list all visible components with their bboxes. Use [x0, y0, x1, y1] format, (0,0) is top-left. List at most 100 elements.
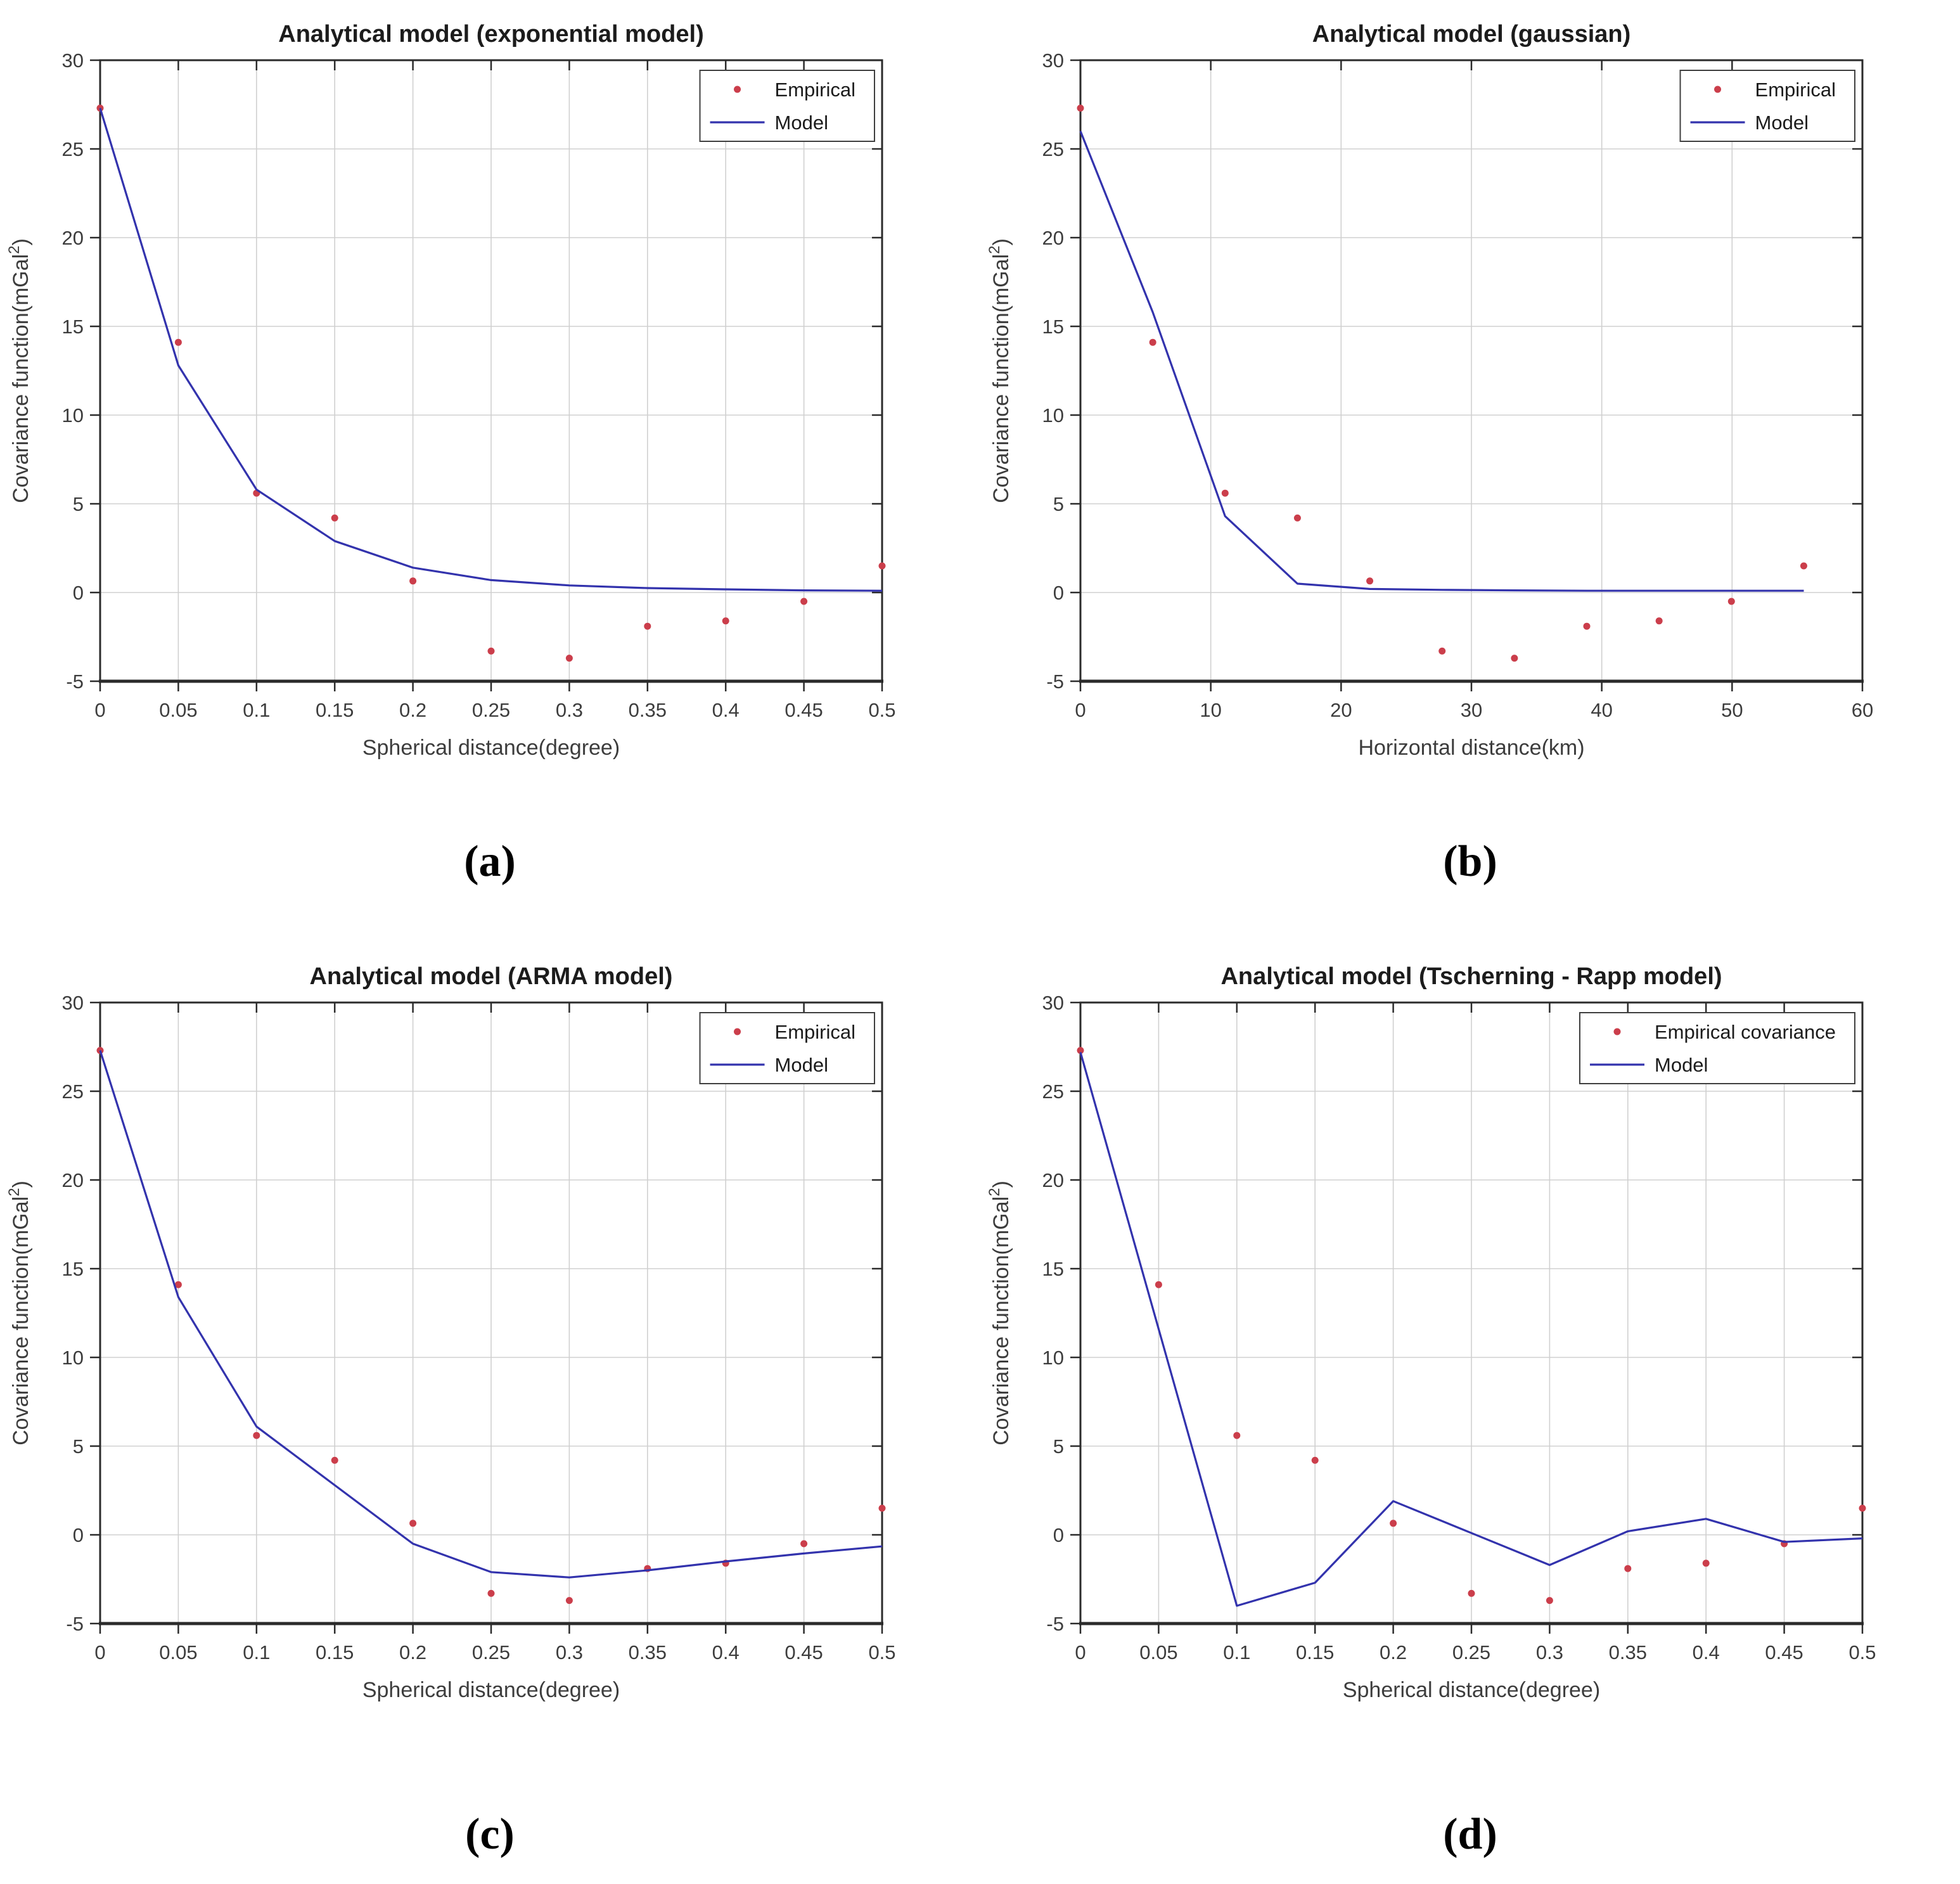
caption-b: (b) [1443, 837, 1497, 886]
x-tick-label: 0.5 [868, 1641, 895, 1663]
empirical-point [565, 1597, 573, 1605]
x-tick-label: 10 [1200, 699, 1221, 721]
x-tick-label: 0.1 [1223, 1641, 1250, 1663]
y-tick-label: 30 [1042, 49, 1064, 72]
y-tick-label: 10 [62, 1347, 84, 1369]
x-tick-label: 0 [1075, 1641, 1086, 1663]
y-tick-label: 5 [73, 1435, 84, 1458]
panel-d: -5 0 5 10 15 20 25 30 0 0.05 0.1 0.15 0.2 0.25 0.3 0.35… [980, 942, 1960, 1884]
empirical-point [174, 338, 182, 346]
empirical-point [800, 598, 808, 605]
x-tick-label: 0.25 [472, 699, 510, 721]
y-tick-label: 30 [1042, 992, 1064, 1014]
x-tick-label: 0.25 [1452, 1641, 1490, 1663]
empirical-point [878, 1504, 886, 1512]
empirical-point [1511, 655, 1518, 662]
legend-box [699, 70, 875, 142]
empirical-point [1727, 598, 1735, 605]
y-tick-label: 5 [1053, 493, 1064, 515]
x-tick-label: 0.4 [1693, 1641, 1720, 1663]
x-tick-label: 40 [1591, 699, 1612, 721]
y-tick-label: 5 [73, 493, 84, 515]
chart-b-canvas: -5 0 5 10 15 20 25 30 0 10 20 30 40 50 60 Analytical mo… [980, 0, 1960, 798]
chart-title: Analytical model (exponential model) [278, 21, 703, 48]
legend-entry-label: Empirical covariance [1655, 1021, 1836, 1043]
y-tick-label: -5 [1046, 670, 1064, 693]
model-line [99, 108, 883, 592]
empirical-point [331, 514, 338, 522]
chart-d-canvas: -5 0 5 10 15 20 25 30 0 0.05 0.1 0.15 0.2 0.25 0.3 0.35… [980, 942, 1960, 1741]
x-tick-label: 50 [1721, 699, 1743, 721]
x-tick-label: 0.15 [1296, 1641, 1334, 1663]
empirical-point [487, 647, 495, 655]
chart-c-canvas: -5 0 5 10 15 20 25 30 0 0.05 0.1 0.15 0.2 0.25 0.3 0.35… [0, 942, 980, 1741]
empirical-point [1624, 1565, 1632, 1572]
y-tick-label: -5 [66, 670, 84, 693]
x-tick-label: 60 [1852, 699, 1873, 721]
y-tick-label: 30 [62, 992, 84, 1014]
legend-entry-label: Empirical [1755, 79, 1836, 101]
chart-a-canvas: -5 0 5 10 15 20 25 30 0 0.05 0.1 0.15 0.2 0.25 0.3 0.35… [0, 0, 980, 798]
empirical-point [1149, 338, 1156, 346]
empirical-point [331, 1456, 338, 1464]
empirical-point [409, 577, 417, 585]
panel-a: -5 0 5 10 15 20 25 30 0 0.05 0.1 0.15 0.2 0.25 0.3 0.35… [0, 0, 980, 942]
legend-entry-label: Empirical [775, 1021, 855, 1043]
legend-entry-label: Model [1755, 112, 1809, 134]
legend-dot-marker [734, 86, 741, 93]
x-tick-label: 0.45 [1765, 1641, 1803, 1663]
empirical-point [1655, 617, 1663, 625]
empirical-point [409, 1520, 417, 1527]
legend-dot-marker [1613, 1028, 1621, 1035]
empirical-point [1077, 105, 1084, 112]
x-tick-label: 0.05 [159, 1641, 197, 1663]
x-tick-label: 0.05 [159, 699, 197, 721]
y-tick-label: 15 [1042, 316, 1064, 338]
x-tick-label: 0.45 [785, 699, 823, 721]
y-tick-label: 25 [1042, 1080, 1064, 1103]
model-line [1079, 1051, 1863, 1607]
x-axis-label: Horizontal distance(km) [1358, 736, 1584, 760]
empirical-point [644, 622, 651, 630]
y-tick-label: 25 [62, 138, 84, 160]
x-tick-label: 0 [94, 699, 105, 721]
x-tick-label: 30 [1461, 699, 1482, 721]
x-tick-label: 0.3 [1536, 1641, 1563, 1663]
x-tick-label: 0.5 [868, 699, 895, 721]
empirical-point [1311, 1456, 1319, 1464]
empirical-point [1702, 1560, 1710, 1567]
x-tick-label: 0.35 [629, 699, 667, 721]
empirical-point [1438, 647, 1446, 655]
y-axis-label: Covariance function(mGal2) [6, 1181, 33, 1445]
empirical-point [1583, 622, 1591, 630]
chart-title: Analytical model (Tscherning - Rapp mode… [1220, 963, 1722, 990]
y-tick-label: 10 [1042, 404, 1064, 426]
legend-dot-marker [1714, 86, 1722, 93]
x-tick-label: 0.1 [243, 1641, 270, 1663]
x-tick-label: 0.25 [472, 1641, 510, 1663]
y-tick-label: -5 [66, 1613, 84, 1635]
chart-title: Analytical model (ARMA model) [310, 963, 673, 990]
caption-c: (c) [465, 1810, 515, 1859]
x-axis-label: Spherical distance(degree) [1343, 1678, 1600, 1702]
empirical-point [1155, 1281, 1162, 1288]
empirical-point [1366, 577, 1374, 585]
x-tick-label: 0.1 [243, 699, 270, 721]
legend-box [1579, 1012, 1855, 1084]
x-tick-label: 0.3 [556, 1641, 583, 1663]
panel-b: -5 0 5 10 15 20 25 30 0 10 20 30 40 50 60 Analytical mo… [980, 0, 1960, 942]
x-tick-label: 0.35 [629, 1641, 667, 1663]
empirical-point [1293, 514, 1301, 522]
empirical-point [1390, 1520, 1397, 1527]
y-tick-label: 0 [1053, 582, 1064, 604]
x-tick-label: 0 [94, 1641, 105, 1663]
model-line [1079, 131, 1804, 592]
legend-entry-label: Empirical [775, 79, 855, 101]
chart-title: Analytical model (gaussian) [1312, 21, 1631, 48]
x-tick-label: 0.35 [1609, 1641, 1647, 1663]
y-tick-label: 10 [62, 404, 84, 426]
empirical-point [565, 655, 573, 662]
x-tick-label: 0.05 [1139, 1641, 1177, 1663]
x-tick-label: 0.4 [712, 1641, 740, 1663]
